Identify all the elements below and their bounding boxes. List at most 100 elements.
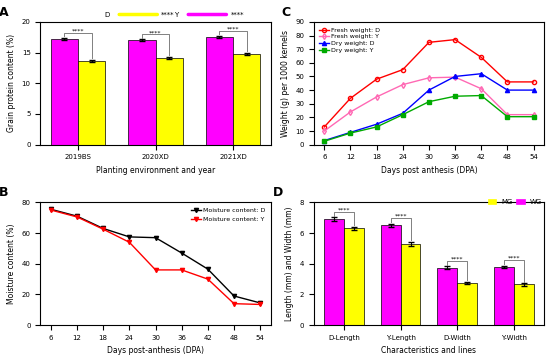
Bar [206,36,233,145]
Text: D: D [104,12,109,18]
Moisture content: D: (6, 75.5): D: (6, 75.5) [48,207,54,212]
Bar [78,61,105,145]
Fresh weight: Y: (6, 10): Y: (6, 10) [321,129,328,133]
Text: ****: **** [394,213,407,218]
Fresh weight: Y: (12, 24): Y: (12, 24) [347,110,354,114]
Moisture content: Y: (6, 75): Y: (6, 75) [48,208,54,212]
Bar [494,267,514,325]
Moisture content: D: (48, 19): D: (48, 19) [230,294,237,298]
X-axis label: Characteristics and lines: Characteristics and lines [382,347,476,356]
Text: ****: **** [161,12,175,18]
Moisture content: Y: (18, 62.5): Y: (18, 62.5) [100,227,107,231]
Fresh weight: D: (36, 77): D: (36, 77) [452,38,458,42]
Dry weight: Y: (54, 20.5): Y: (54, 20.5) [530,114,537,119]
Moisture content: Y: (12, 70.5): Y: (12, 70.5) [74,215,80,219]
Dry weight: D: (54, 40): D: (54, 40) [530,88,537,92]
Fresh weight: D: (18, 48): D: (18, 48) [373,77,380,81]
Line: Moisture content: D: Moisture content: D [49,207,262,305]
Text: ****: **** [338,207,350,212]
Dry weight: D: (18, 15): D: (18, 15) [373,122,380,126]
Bar [233,54,260,145]
Y-axis label: Weight (g) per 1000 kernels: Weight (g) per 1000 kernels [280,30,289,137]
Text: D: D [272,186,283,199]
Dry weight: D: (24, 23): D: (24, 23) [399,111,406,116]
Dry weight: Y: (18, 13): Y: (18, 13) [373,125,380,129]
Dry weight: D: (48, 40): D: (48, 40) [504,88,511,92]
Fresh weight: Y: (48, 22): Y: (48, 22) [504,113,511,117]
Fresh weight: D: (42, 64): D: (42, 64) [478,55,485,60]
Bar [344,229,364,325]
Dry weight: D: (36, 50): D: (36, 50) [452,74,458,79]
Moisture content: Y: (36, 36): Y: (36, 36) [178,268,185,272]
Line: Dry weight: Y: Dry weight: Y [322,93,536,143]
Line: Moisture content: Y: Moisture content: Y [49,208,262,306]
Moisture content: Y: (24, 54): Y: (24, 54) [126,240,133,244]
Bar [156,58,183,145]
Y-axis label: Length (mm) and Width (mm): Length (mm) and Width (mm) [285,206,294,321]
Line: Fresh weight: D: Fresh weight: D [322,38,536,129]
Moisture content: D: (42, 36.5): D: (42, 36.5) [205,267,211,271]
Moisture content: D: (54, 14.5): D: (54, 14.5) [257,301,263,305]
Bar [400,244,420,325]
Fresh weight: D: (12, 34): D: (12, 34) [347,96,354,100]
X-axis label: Days post anthesis (DPA): Days post anthesis (DPA) [381,166,477,175]
Text: B: B [0,186,8,199]
Text: ****: **** [227,26,239,31]
Moisture content: D: (24, 57.5): D: (24, 57.5) [126,235,133,239]
Line: Fresh weight: Y: Fresh weight: Y [322,75,536,133]
Bar [324,219,344,325]
X-axis label: Days post-anthesis (DPA): Days post-anthesis (DPA) [107,347,204,356]
Moisture content: D: (30, 57): D: (30, 57) [152,235,159,240]
Dry weight: Y: (36, 35.5): Y: (36, 35.5) [452,94,458,99]
Dry weight: D: (6, 3): D: (6, 3) [321,138,328,143]
Text: ****: **** [72,29,84,34]
Fresh weight: Y: (36, 49.5): Y: (36, 49.5) [452,75,458,79]
Moisture content: D: (18, 63): D: (18, 63) [100,226,107,231]
Bar [128,40,156,145]
Moisture content: Y: (42, 30): Y: (42, 30) [205,277,211,281]
Fresh weight: D: (54, 46): D: (54, 46) [530,80,537,84]
Text: ****: **** [451,256,464,261]
Fresh weight: Y: (30, 49): Y: (30, 49) [426,76,432,80]
Fresh weight: Y: (42, 41): Y: (42, 41) [478,87,485,91]
Fresh weight: Y: (54, 22): Y: (54, 22) [530,113,537,117]
Fresh weight: Y: (24, 44): Y: (24, 44) [399,82,406,87]
Dry weight: D: (30, 40): D: (30, 40) [426,88,432,92]
Dry weight: Y: (24, 22): Y: (24, 22) [399,113,406,117]
Legend: Moisture content: D, Moisture content: Y: Moisture content: D, Moisture content: Y [189,205,267,225]
Y-axis label: Moisture content (%): Moisture content (%) [7,223,16,304]
Dry weight: Y: (42, 36): Y: (42, 36) [478,93,485,98]
Moisture content: D: (12, 71): D: (12, 71) [74,214,80,218]
Text: ****: **** [508,256,520,261]
Dry weight: D: (12, 9): D: (12, 9) [347,130,354,135]
Dry weight: D: (42, 52): D: (42, 52) [478,71,485,76]
Fresh weight: D: (30, 75): D: (30, 75) [426,40,432,44]
Text: ****: **** [230,12,244,18]
Bar [51,39,78,145]
X-axis label: Planting environment and year: Planting environment and year [96,166,215,175]
Fresh weight: D: (24, 55): D: (24, 55) [399,68,406,72]
Moisture content: Y: (54, 13.5): Y: (54, 13.5) [257,302,263,306]
Moisture content: Y: (48, 14): Y: (48, 14) [230,301,237,306]
Dry weight: Y: (12, 8.5): Y: (12, 8.5) [347,131,354,135]
Fresh weight: D: (6, 13): D: (6, 13) [321,125,328,129]
Legend: Fresh weight: D, Fresh weight: Y, Dry weight: D, Dry weight: Y: Fresh weight: D, Fresh weight: Y, Dry we… [317,25,382,55]
Dry weight: Y: (6, 2.5): Y: (6, 2.5) [321,139,328,143]
Bar [457,283,477,325]
Line: Dry weight: D: Dry weight: D [322,71,536,143]
Bar [381,225,400,325]
Bar [437,268,457,325]
Y-axis label: Grain protein content (%): Grain protein content (%) [7,34,16,132]
Bar [514,284,534,325]
Text: A: A [0,6,9,19]
Text: C: C [282,6,291,19]
Text: ****: **** [149,30,162,35]
Moisture content: Y: (30, 36): Y: (30, 36) [152,268,159,272]
Text: Y: Y [174,12,179,18]
Fresh weight: Y: (18, 35): Y: (18, 35) [373,95,380,99]
Dry weight: Y: (30, 31.5): Y: (30, 31.5) [426,100,432,104]
Moisture content: D: (36, 47): D: (36, 47) [178,251,185,255]
Legend: MG, WG: MG, WG [485,196,545,208]
Fresh weight: D: (48, 46): D: (48, 46) [504,80,511,84]
Dry weight: Y: (48, 20.5): Y: (48, 20.5) [504,114,511,119]
